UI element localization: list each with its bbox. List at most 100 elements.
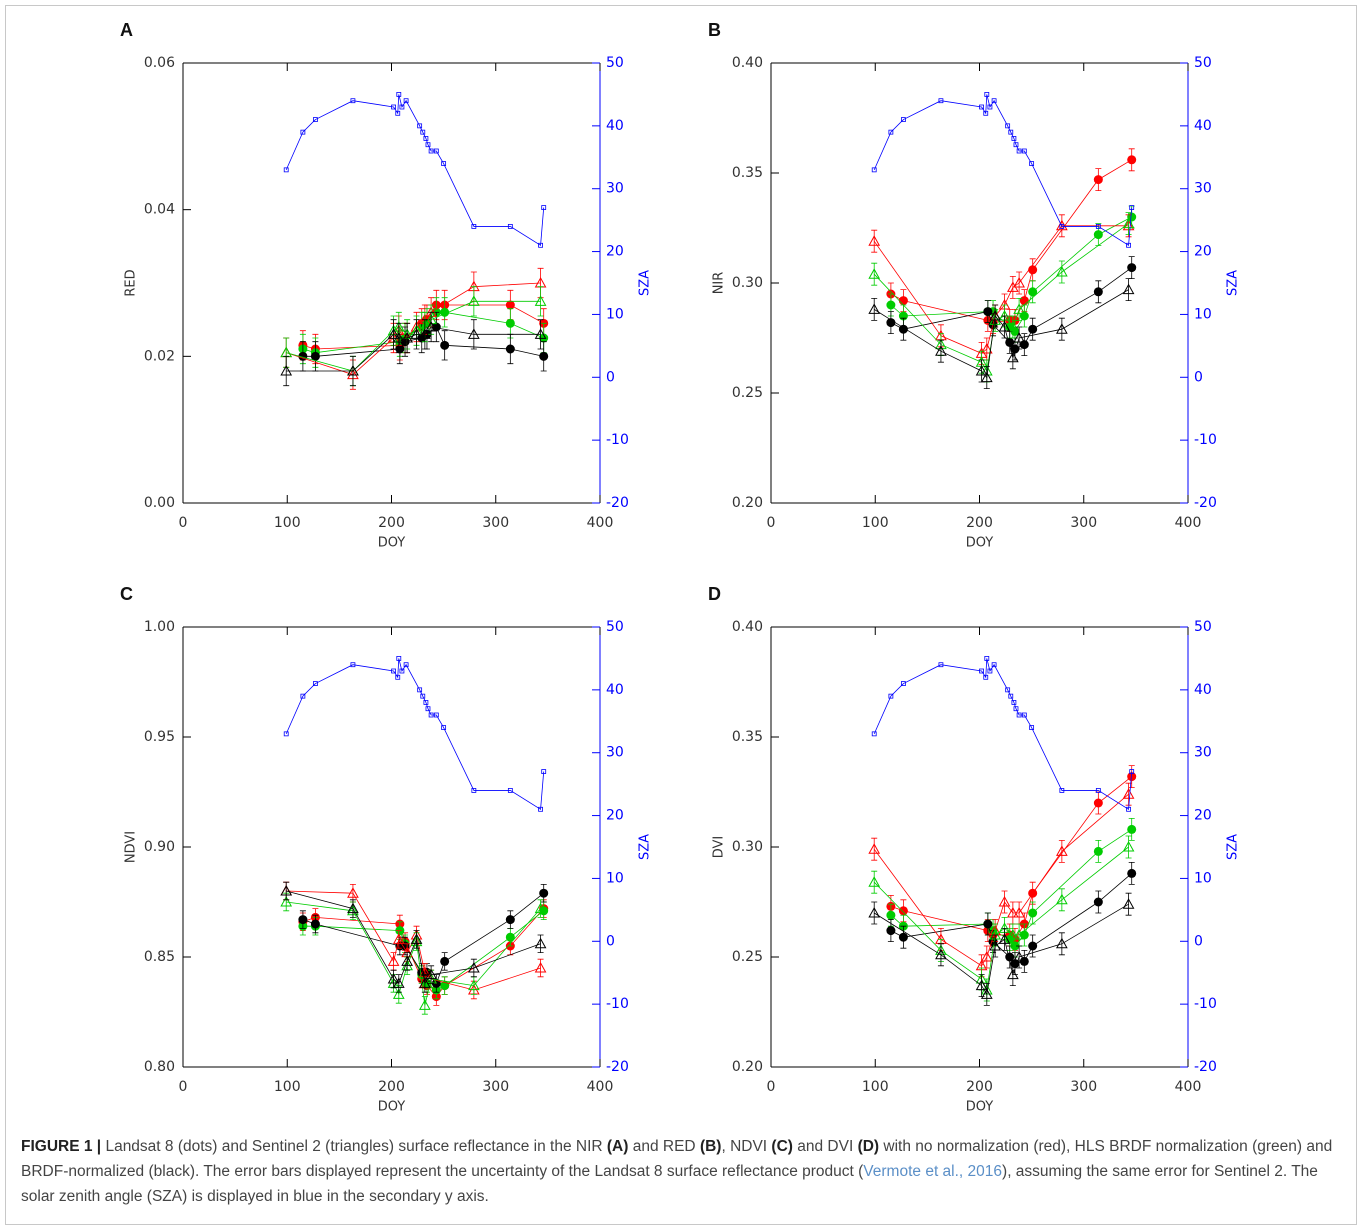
landsat-point <box>1005 337 1015 347</box>
sentinel-point <box>1007 968 1019 980</box>
sza-point <box>1029 725 1035 730</box>
y2-tick-label: 20 <box>1194 808 1212 824</box>
error-bar <box>1058 260 1065 284</box>
error-bar <box>937 943 944 967</box>
sza-point <box>396 92 402 97</box>
y-tick-label: 0.35 <box>732 165 763 181</box>
sza-point <box>541 769 547 774</box>
sentinel-point <box>980 988 993 999</box>
y-tick-label: 0.30 <box>732 275 763 291</box>
caption-text: (A) <box>606 1138 629 1155</box>
sentinel-point <box>1013 276 1025 288</box>
sza-point <box>1129 769 1135 774</box>
sentinel-point <box>387 328 400 339</box>
sentinel-point <box>347 364 359 376</box>
sza-point <box>471 224 477 229</box>
error-bar <box>1058 840 1065 863</box>
sentinel-point <box>1013 331 1025 343</box>
sza-point <box>871 167 877 173</box>
sentinel-point <box>1122 898 1135 909</box>
y2-tick-label: 50 <box>1194 55 1212 71</box>
sza-point <box>987 668 993 674</box>
y2-tick-label: 30 <box>1194 181 1212 197</box>
y-tick-label: 0.25 <box>732 949 763 965</box>
error-bar <box>1001 315 1008 339</box>
error-bar <box>871 229 878 253</box>
y2-tick-label: 10 <box>1194 306 1212 322</box>
sentinel-point <box>980 371 993 383</box>
x-tick-label: 0 <box>179 1079 188 1095</box>
panel-label: D <box>708 584 721 604</box>
sentinel-point <box>998 933 1011 944</box>
landsat-point <box>1127 263 1137 273</box>
sza-point <box>900 681 906 686</box>
landsat-point <box>310 351 320 361</box>
y2-tick-label: 40 <box>1194 682 1212 698</box>
y2-tick-label: -10 <box>606 432 629 448</box>
landsat-point <box>1093 846 1103 856</box>
landsat-point <box>539 888 549 898</box>
landsat-point <box>1019 930 1029 940</box>
sza-point <box>423 700 429 705</box>
x-tick-label: 200 <box>966 515 993 531</box>
error-bar <box>283 355 290 387</box>
error-bar <box>349 355 356 387</box>
error-bar <box>421 996 428 1015</box>
sentinel-point <box>1013 928 1025 940</box>
sza-point <box>1021 148 1027 154</box>
error-bar <box>537 319 544 350</box>
y2-tick-label: -20 <box>606 495 629 511</box>
sza-point <box>1005 123 1011 129</box>
citation-link[interactable]: Vermote et al., 2016 <box>863 1163 1003 1180</box>
caption-text: , NDVI <box>721 1138 772 1155</box>
sza-point <box>441 161 447 166</box>
sza-point <box>507 224 513 229</box>
y-tick-label: 0.02 <box>144 348 175 364</box>
sentinel-point <box>419 977 431 988</box>
y2-tick-label: 20 <box>606 808 624 824</box>
sentinel-point <box>425 320 437 332</box>
sentinel-point <box>1007 351 1019 363</box>
landsat-point <box>1093 175 1103 185</box>
sentinel-point <box>980 950 993 962</box>
y-tick-label: 0.00 <box>144 495 175 511</box>
x-axis-label: DOY <box>966 1100 994 1115</box>
landsat-point <box>1019 296 1029 306</box>
landsat-point <box>886 318 896 328</box>
series-line <box>873 846 1129 992</box>
sentinel-point <box>868 876 881 887</box>
sentinel-point <box>1013 906 1025 918</box>
x-axis-label: DOY <box>378 1100 406 1115</box>
landsat-point <box>1093 230 1103 240</box>
error-bar <box>390 952 397 971</box>
sentinel-point <box>392 977 405 988</box>
error-bar <box>537 286 544 317</box>
error-bar <box>1009 346 1016 370</box>
landsat-point <box>1127 772 1137 782</box>
y-axis-label: DVI <box>712 836 727 859</box>
y2-tick-label: 40 <box>606 118 624 134</box>
x-axis-label: DOY <box>966 536 994 551</box>
sza-point <box>983 110 989 116</box>
y2-tick-label: 30 <box>606 181 624 197</box>
y2-tick-label: -10 <box>1194 996 1217 1012</box>
landsat-point <box>440 956 450 966</box>
sza-point <box>403 662 409 668</box>
sza-point <box>312 681 318 686</box>
series-line <box>873 223 1129 373</box>
sentinel-point <box>980 342 993 354</box>
x-tick-label: 300 <box>1070 1079 1097 1095</box>
sza-point <box>433 712 439 718</box>
series-line <box>286 282 541 376</box>
landsat-point <box>983 307 993 317</box>
sza-point <box>983 674 989 680</box>
x-tick-label: 400 <box>1175 515 1202 531</box>
x-tick-label: 300 <box>482 1079 509 1095</box>
sentinel-point <box>1056 323 1068 334</box>
error-bar <box>1016 298 1023 321</box>
landsat-point <box>1028 941 1038 951</box>
landsat-point <box>310 919 320 929</box>
sza-point <box>350 662 356 668</box>
sentinel-point <box>868 268 881 279</box>
landsat-point <box>1127 155 1137 165</box>
